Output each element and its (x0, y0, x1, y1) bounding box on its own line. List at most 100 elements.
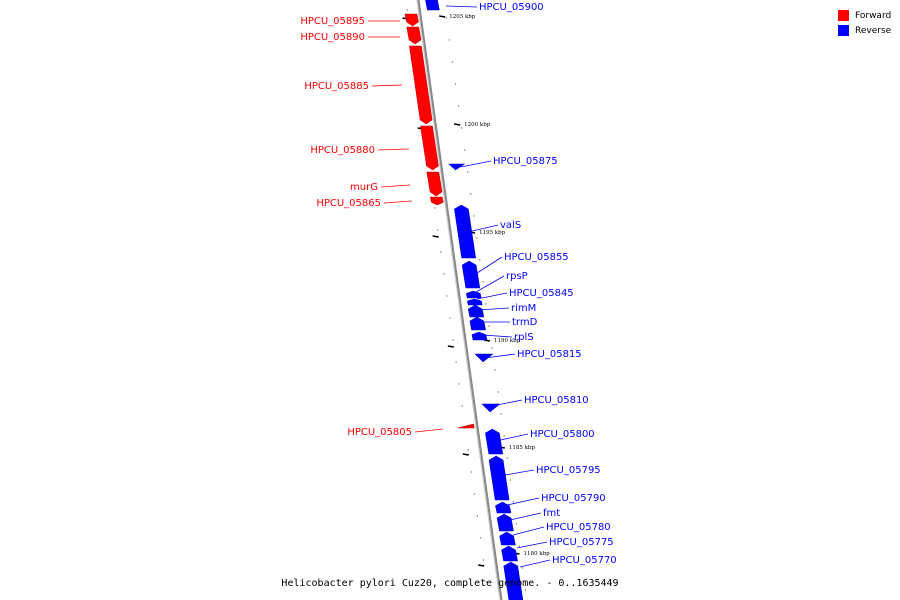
label-layer: HPCU_05900 HPCU_05895 HPCU_05890 HPCU_05885… (300, 2, 617, 568)
gene-arrow-hpcu-05790 (495, 501, 512, 514)
gene-label-hpcu-05885: HPCU_05885 (304, 81, 369, 92)
minor-tick (479, 259, 481, 261)
position-label: 1205 kbp (449, 14, 476, 20)
gene-label-hpcu-05775: HPCU_05775 (549, 537, 614, 548)
gene-label-murg: murG (350, 182, 378, 193)
tick-mark-right (454, 123, 461, 126)
gene-arrow-murg (426, 171, 443, 197)
genome-backbone (416, 0, 503, 600)
minor-tick (448, 39, 451, 41)
minor-tick (482, 281, 484, 283)
leader-line-hpcu-05855 (473, 256, 503, 276)
minor-tick (494, 369, 496, 371)
gene-arrow-vals (454, 204, 476, 259)
position-label: 1180 kbp (523, 551, 550, 557)
gene-arrow-hpcu-05880 (420, 125, 439, 171)
leader-line-hpcu-05810 (486, 399, 523, 408)
tick-mark-left (462, 453, 469, 456)
minor-tick (455, 361, 457, 363)
leader-line-fmt (509, 512, 542, 521)
gene-arrow-hpcu-05865 (429, 196, 444, 206)
leader-line-hpcu-05875 (460, 160, 492, 168)
minor-tick (449, 317, 451, 319)
gene-label-hpcu-05895: HPCU_05895 (300, 16, 365, 27)
leader-line-hpcu-05795 (504, 469, 535, 476)
leader-line-hpcu-05800 (495, 433, 529, 442)
leader-line-hpcu-05805 (414, 428, 444, 433)
gene-arrow-hpcu-05770 (503, 561, 524, 600)
leader-line-hpcu-05790 (506, 497, 540, 506)
position-label: 1200 kbp (464, 122, 491, 128)
minor-tick (443, 273, 445, 275)
minor-tick (497, 391, 499, 393)
minor-tick (473, 215, 475, 217)
gene-arrow-hpcu-05900 (425, 0, 440, 11)
gene-label-hpcu-05890: HPCU_05890 (300, 32, 365, 43)
gene-label-hpcu-05875: HPCU_05875 (493, 156, 558, 167)
gene-label-hpcu-05805: HPCU_05805 (347, 427, 412, 438)
gene-label-vals: valS (500, 220, 521, 231)
gene-label-hpcu-05790: HPCU_05790 (541, 493, 606, 504)
minor-tick (467, 449, 469, 451)
gene-arrow-hpcu-05845 (467, 298, 483, 306)
gene-label-hpcu-05800: HPCU_05800 (530, 429, 595, 440)
minor-tick (457, 105, 460, 107)
legend: Forward Reverse (838, 8, 891, 38)
tick-layer: 1205 kbp 1200 kbp 1195 kbp 1190 kbp 1185 kbp… (402, 9, 550, 591)
minor-tick (470, 471, 472, 473)
tick-mark-right (439, 15, 446, 18)
minor-tick (512, 501, 515, 503)
leader-line-rpls (481, 334, 513, 338)
minor-tick (479, 537, 482, 539)
gene-label-rpls: rplS (514, 332, 534, 343)
gene-arrow-hpcu-05895 (404, 13, 419, 27)
minor-tick (461, 405, 463, 407)
minor-tick (491, 347, 493, 349)
minor-tick (452, 339, 454, 341)
gene-arrow-hpcu-05780 (499, 531, 516, 546)
map-caption: Helicobacter pylori Cuz20, complete geno… (281, 578, 619, 589)
minor-tick (437, 229, 439, 231)
gene-label-hpcu-05810: HPCU_05810 (524, 395, 589, 406)
gene-arrow-rpls (471, 331, 488, 341)
leader-line-hpcu-05845 (476, 292, 508, 300)
gene-arrow-hpcu-05775 (501, 545, 518, 562)
gene-label-trmd: trmD (512, 317, 538, 328)
gene-layer (404, 0, 524, 600)
gene-arrow-hpcu-05885 (409, 45, 433, 125)
leader-line-hpcu-05865 (383, 200, 413, 204)
tick-mark-left (447, 345, 454, 348)
leader-line-rimm (477, 307, 510, 311)
leader-line-hpcu-05780 (512, 526, 545, 536)
minor-tick (434, 207, 436, 209)
minor-tick (515, 523, 518, 525)
minor-tick (458, 383, 460, 385)
gene-arrow-hpcu-05815 (474, 353, 494, 363)
leader-line-hpcu-05775 (516, 541, 548, 549)
gene-label-hpcu-05795: HPCU_05795 (536, 465, 601, 476)
forward-swatch (838, 10, 849, 21)
minor-tick (446, 295, 448, 297)
minor-tick (460, 127, 463, 129)
minor-tick (524, 589, 527, 591)
gene-arrow-trmd (469, 316, 486, 331)
minor-tick (454, 83, 457, 85)
leader-line-rpsp (475, 275, 505, 293)
gene-label-rpsp: rpsP (506, 271, 528, 282)
minor-tick (451, 61, 454, 63)
gene-arrow-hpcu-05800 (485, 428, 504, 455)
minor-tick (503, 435, 505, 437)
minor-tick (440, 251, 442, 253)
minor-tick (518, 545, 521, 547)
minor-tick (485, 581, 488, 583)
gene-arrow-hpcu-05875 (448, 163, 466, 171)
gene-arrow-hpcu-05890 (406, 26, 422, 45)
minor-tick (500, 413, 502, 415)
gene-label-hpcu-05770: HPCU_05770 (552, 555, 617, 566)
position-label: 1190 kbp (494, 338, 521, 344)
minor-tick (485, 303, 487, 305)
legend-item-forward: Forward (838, 8, 891, 23)
minor-tick (476, 515, 479, 517)
gene-label-rimm: rimM (511, 303, 536, 314)
gene-label-hpcu-05865: HPCU_05865 (316, 198, 381, 209)
